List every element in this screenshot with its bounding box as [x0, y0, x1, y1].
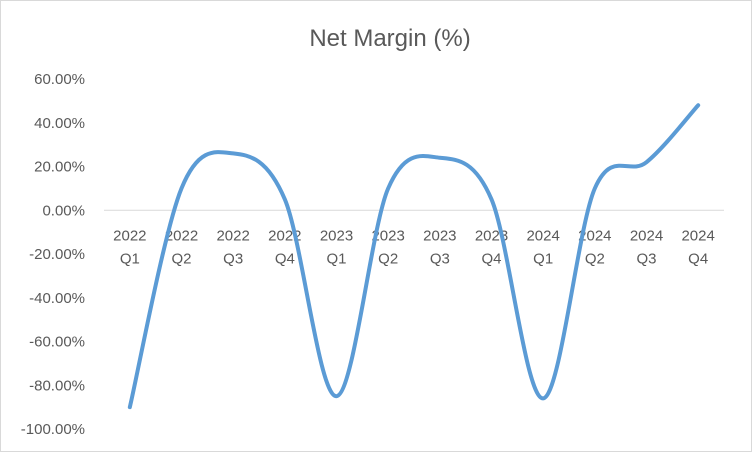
x-tick-label: 2024 Q3: [630, 227, 663, 267]
x-tick-year: 2022: [216, 227, 249, 244]
x-axis-labels: 2022Q12022Q22022Q32022Q42023Q12023Q22023…: [113, 227, 715, 267]
x-tick-quarter: Q3: [430, 250, 450, 267]
x-tick-year: 2023: [371, 227, 404, 244]
y-tick-label: 20.00%: [34, 159, 85, 176]
x-tick-year: 2022: [165, 227, 198, 244]
y-tick-label: -80.00%: [29, 377, 85, 394]
x-tick-year: 2024: [526, 227, 559, 244]
x-tick-label: 2023 Q2: [371, 227, 404, 267]
x-tick-year: 2023: [423, 227, 456, 244]
x-tick-year: 2023: [320, 227, 353, 244]
chart-title: Net Margin (%): [309, 25, 470, 52]
x-tick-quarter: Q1: [326, 250, 346, 267]
y-axis-ticks: 60.00% 40.00% 20.00% 0.00% -20.00% -40.00% -60…: [21, 71, 85, 438]
x-tick-quarter: Q2: [171, 250, 191, 267]
x-tick-quarter: Q1: [533, 250, 553, 267]
x-tick-label: 2024 Q2: [578, 227, 611, 267]
x-tick-label: 2023 Q3: [423, 227, 456, 267]
x-tick-year: 2024: [681, 227, 714, 244]
x-tick-label: 2022 Q3: [216, 227, 249, 267]
y-tick-label: -40.00%: [29, 290, 85, 307]
x-tick-label: 2024 Q4: [681, 227, 714, 267]
x-tick-year: 2024: [630, 227, 663, 244]
x-tick-label: 2022 Q2: [165, 227, 198, 267]
x-tick-quarter: Q4: [275, 250, 295, 267]
y-tick-label: 0.00%: [42, 202, 85, 219]
x-tick-label: 2023 Q1: [320, 227, 353, 267]
y-tick-label: 60.00%: [34, 71, 85, 88]
x-tick-quarter: Q4: [481, 250, 501, 267]
x-tick-quarter: Q2: [378, 250, 398, 267]
series-line: [127, 103, 701, 410]
x-tick-year: 2022: [113, 227, 146, 244]
x-tick-label: 2024 Q1: [526, 227, 559, 267]
y-tick-label: -20.00%: [29, 246, 85, 263]
x-tick-quarter: Q3: [636, 250, 656, 267]
x-tick-quarter: Q1: [120, 250, 140, 267]
x-tick-quarter: Q2: [585, 250, 605, 267]
y-tick-label: -100.00%: [21, 421, 85, 438]
y-tick-label: 40.00%: [34, 115, 85, 132]
x-tick-quarter: Q3: [223, 250, 243, 267]
x-tick-label: 2022 Q1: [113, 227, 146, 267]
x-tick-year: 2024: [578, 227, 611, 244]
x-tick-quarter: Q4: [688, 250, 708, 267]
y-tick-label: -60.00%: [29, 334, 85, 351]
